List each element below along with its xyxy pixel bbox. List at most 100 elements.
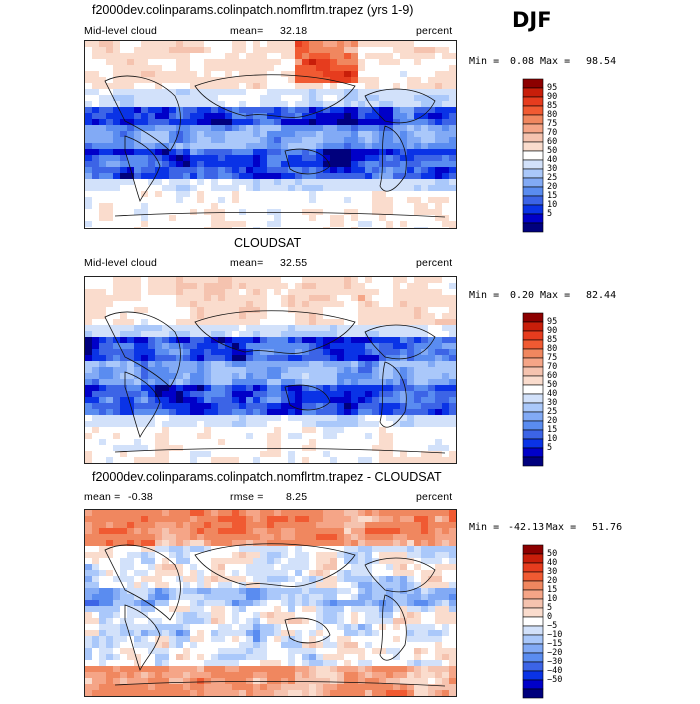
colorbar-box: [522, 87, 544, 98]
colorbar-tick-label: −10: [547, 630, 563, 640]
colorbar-box: [522, 375, 544, 386]
panel2-title: CLOUDSAT: [234, 236, 302, 250]
colorbar-box: [522, 339, 544, 350]
colorbar-box: [522, 150, 544, 161]
colorbar-box: [522, 213, 544, 224]
colorbar-box: [522, 168, 544, 179]
panel3-min-label: Min =: [469, 522, 500, 533]
panel1-min-label: Min =: [469, 56, 500, 67]
panel1-colorbar: 95 90 85 80 75 70 60 50 40 30 25 20 15 10 5: [522, 78, 557, 238]
colorbar-box: [522, 330, 544, 341]
colorbar-tick-label: 50: [547, 146, 558, 156]
colorbar-box: [522, 366, 544, 377]
colorbar-box: [522, 589, 544, 600]
colorbar-box: [522, 652, 544, 663]
colorbar-tick-label: −50: [547, 675, 563, 685]
colorbar-tick-label: 15: [547, 191, 558, 201]
colorbar-tick-label: 50: [547, 549, 558, 559]
colorbar-box: [522, 186, 544, 197]
colorbar-box: [522, 643, 544, 654]
season-label: DJF: [512, 8, 552, 32]
colorbar-tick-label: 75: [547, 119, 558, 129]
panel2-mean-label: mean=: [230, 257, 264, 269]
colorbar-box: [522, 679, 544, 690]
panel1-map-field: [85, 41, 456, 228]
panel1-title: f2000dev.colinparams.colinpatch.nomflrtm…: [92, 3, 414, 17]
colorbar-tick-label: 5: [547, 209, 553, 219]
colorbar-box: [522, 447, 544, 458]
colorbar-tick-label: −30: [547, 657, 563, 667]
panel1-units: percent: [416, 25, 453, 37]
panel3-mean-value: -0.38: [128, 491, 153, 503]
colorbar-tick-label: 15: [547, 425, 558, 435]
colorbar-tick-label: 10: [547, 200, 558, 210]
colorbar-box: [522, 348, 544, 359]
colorbar-tick-label: 40: [547, 558, 558, 568]
colorbar-box: [522, 204, 544, 215]
panel3-max-value: 51.76: [592, 522, 623, 533]
panel3-map-field: [85, 510, 456, 696]
colorbar-box: [522, 661, 544, 672]
colorbar-tick-label: 95: [547, 317, 558, 327]
colorbar-tick-label: 85: [547, 335, 558, 345]
colorbar-tick-label: 75: [547, 353, 558, 363]
panel2-units: percent: [416, 257, 453, 269]
colorbar-tick-label: 10: [547, 594, 558, 604]
colorbar-tick-label: 60: [547, 371, 558, 381]
colorbar-boxes: [522, 312, 544, 467]
colorbar-tick-label: 20: [547, 416, 558, 426]
colorbar-box: [522, 429, 544, 440]
colorbar-box: [522, 598, 544, 609]
colorbar-box: [522, 544, 544, 555]
colorbar-tick-label: 40: [547, 389, 558, 399]
panel3-map: [84, 509, 457, 697]
colorbar-box: [522, 96, 544, 107]
colorbar-box: [522, 420, 544, 431]
colorbar-box: [522, 159, 544, 170]
colorbar-box: [522, 78, 544, 89]
colorbar-box: [522, 634, 544, 645]
colorbar-tick-label: 30: [547, 398, 558, 408]
panel2-colorbar: 95 90 85 80 75 70 60 50 40 30 25 20 15 10 5: [522, 312, 557, 472]
colorbar-tick-label: 80: [547, 110, 558, 120]
colorbar-tick-label: 30: [547, 164, 558, 174]
colorbar-box: [522, 132, 544, 143]
colorbar-box: [522, 312, 544, 323]
panel3-colorbar: 50 40 30 20 15 10 5 0 −5 −10 −15 −20 −30 −40 −50: [522, 544, 562, 704]
panel2-max-value: 82.44: [586, 290, 617, 301]
colorbar-tick-label: 80: [547, 344, 558, 354]
colorbar-tick-label: −15: [547, 639, 563, 649]
colorbar-tick-label: 85: [547, 101, 558, 111]
colorbar-tick-label: 30: [547, 567, 558, 577]
panel3-units: percent: [416, 491, 453, 503]
panel1-min-value: 0.08: [510, 56, 535, 67]
colorbar-tick-label: −40: [547, 666, 563, 676]
colorbar-box: [522, 411, 544, 422]
colorbar-box: [522, 195, 544, 206]
colorbar-box: [522, 393, 544, 404]
panel2-max-label: Max =: [540, 290, 571, 301]
colorbar-boxes: [522, 78, 544, 233]
colorbar-tick-label: 5: [547, 603, 553, 613]
colorbar-box: [522, 670, 544, 681]
colorbar-tick-label: 5: [547, 443, 553, 453]
colorbar-box: [522, 456, 544, 467]
colorbar-tick-label: 40: [547, 155, 558, 165]
colorbar-tick-label: 0: [547, 612, 553, 622]
panel1-map: [84, 40, 457, 229]
colorbar-tick-label: 20: [547, 182, 558, 192]
panel3-rmse-label: rmse =: [230, 491, 264, 503]
panel1-mean-label: mean=: [230, 25, 264, 37]
colorbar-box: [522, 384, 544, 395]
colorbar-tick-label: 95: [547, 83, 558, 93]
colorbar-box: [522, 580, 544, 591]
panel1-max-value: 98.54: [586, 56, 617, 67]
colorbar-box: [522, 438, 544, 449]
colorbar-box: [522, 357, 544, 368]
panel2-mean-value: 32.55: [280, 257, 308, 269]
panel3-rmse-value: 8.25: [286, 491, 308, 503]
colorbar-boxes: [522, 544, 544, 699]
panel3-title: f2000dev.colinparams.colinpatch.nomflrtm…: [92, 470, 442, 484]
colorbar-box: [522, 321, 544, 332]
colorbar-box: [522, 105, 544, 116]
